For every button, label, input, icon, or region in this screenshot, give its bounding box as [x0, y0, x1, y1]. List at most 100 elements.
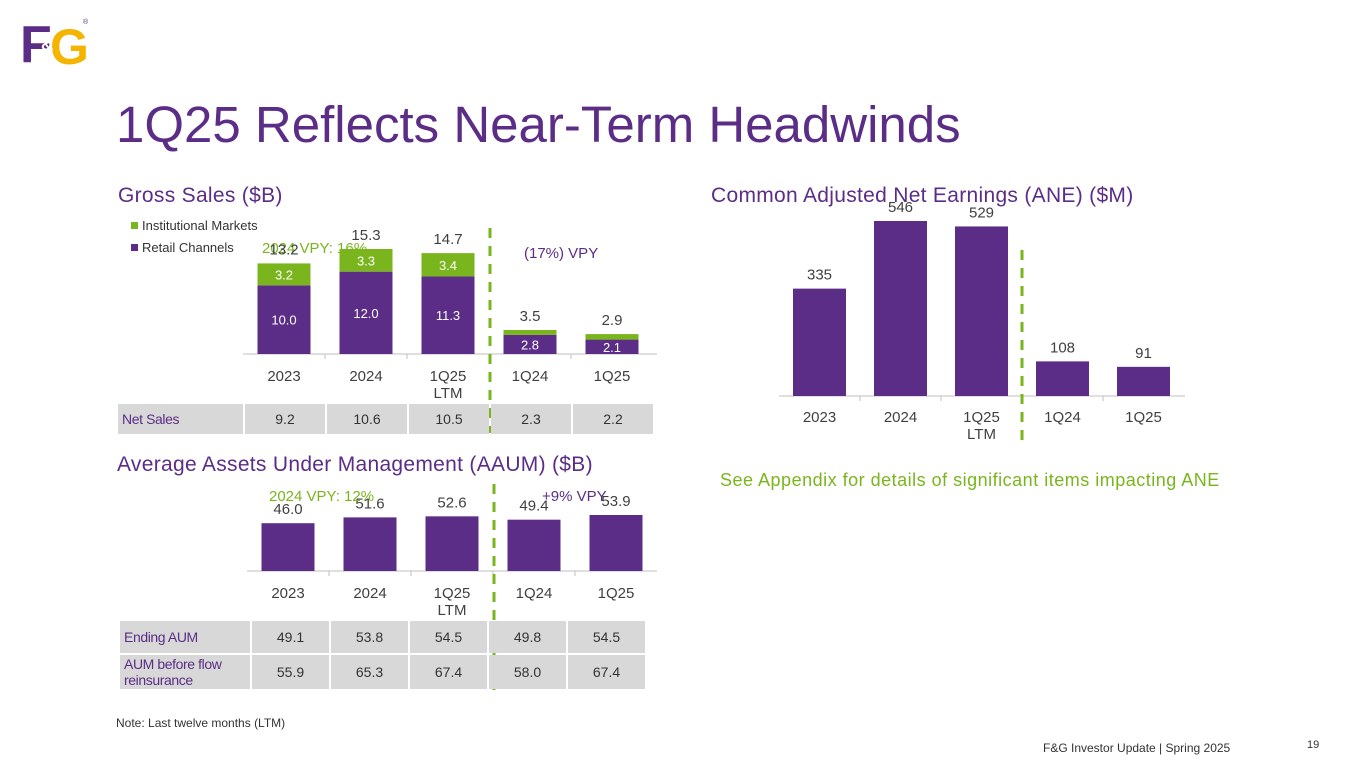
gross_sales-tick-label: 2023	[267, 368, 300, 385]
aaum-bar-aaum	[261, 523, 315, 571]
gross_sales-tick-label: 2024	[349, 368, 382, 385]
ane-value-label: 546	[888, 199, 913, 216]
aaum-chart: 202346.0202451.61Q25LTM52.61Q2449.41Q255…	[247, 493, 657, 619]
gross_sales-segment-label: 2.1	[603, 340, 621, 355]
gross_sales-value-label: 14.7	[433, 231, 462, 248]
ane-bar-ane	[1036, 361, 1089, 396]
gross_sales-segment-label: 10.0	[271, 313, 296, 328]
gross_sales-value-label: 2.9	[602, 312, 623, 329]
ane-tick-label: 1Q24	[1044, 409, 1081, 426]
ane-bar-ane	[1117, 366, 1170, 396]
aaum-value-label: 49.4	[519, 498, 548, 515]
aaum-bar-aaum	[425, 516, 479, 571]
aum-before-reinsurance-cell: 67.4	[568, 655, 645, 689]
aaum-value-label: 53.9	[601, 493, 630, 510]
aum-before-reinsurance-label-line2: reinsurance	[124, 672, 193, 688]
ending-aum-cell: 49.8	[489, 621, 566, 653]
ane-bar-ane	[874, 221, 927, 396]
net-sales-cell: 10.6	[327, 404, 407, 434]
logo-f: F	[20, 16, 52, 68]
ane-bar-ane	[793, 288, 846, 396]
aaum-value-label: 52.6	[437, 494, 466, 511]
gross_sales-segment-label: 12.0	[353, 306, 378, 321]
ane-heading: Common Adjusted Net Earnings (ANE) ($M)	[711, 184, 1134, 207]
aum-table: Ending AUM 49.1 53.8 54.5 49.8 54.5 AUM …	[118, 619, 647, 691]
gross_sales-value-label: 13.2	[269, 241, 298, 258]
net-sales-table: Net Sales 9.2 10.6 10.5 2.3 2.2	[116, 402, 655, 436]
ending-aum-cell: 53.8	[331, 621, 408, 653]
page-title: 1Q25 Reflects Near-Term Headwinds	[116, 96, 961, 153]
gross-sales-heading: Gross Sales ($B)	[118, 184, 283, 207]
legend-swatch-purple	[131, 244, 138, 251]
gross_sales-bar-institutional-markets	[257, 263, 311, 286]
aaum-value-label: 46.0	[273, 501, 302, 518]
ane-tick-label: 2024	[884, 409, 917, 426]
gross_sales-bar-retail-channels	[421, 276, 475, 354]
gross-sales-callout-vpy: (17%) VPY	[524, 245, 599, 262]
footer: F&G Investor Update | Spring 2025	[1043, 741, 1231, 755]
gross_sales-segment-label: 3.3	[357, 253, 375, 268]
legend-swatch-green	[131, 222, 138, 229]
gross_sales-tick-label: LTM	[434, 385, 463, 402]
appendix-note: See Appendix for details of significant …	[720, 470, 1220, 490]
aum-before-reinsurance-label: AUM before flow reinsurance	[120, 655, 250, 689]
aum-before-reinsurance-cell: 67.4	[410, 655, 487, 689]
aaum-tick-label: 1Q25	[598, 585, 635, 602]
aaum-bar-aaum	[589, 515, 643, 571]
page-number: 19	[1307, 739, 1320, 751]
net-sales-label: Net Sales	[118, 404, 243, 434]
gross_sales-segment-label: 3.2	[275, 267, 293, 282]
aum-before-reinsurance-cell: 55.9	[252, 655, 329, 689]
gross_sales-value-label: 15.3	[351, 227, 380, 244]
gross_sales-segment-label: 11.3	[436, 308, 460, 323]
gross_sales-tick-label: 1Q25	[594, 368, 631, 385]
ending-aum-row: Ending AUM 49.1 53.8 54.5 49.8 54.5	[120, 621, 645, 653]
gross_sales-value-label: 3.5	[520, 308, 541, 325]
ltm-note: Note: Last twelve months (LTM)	[116, 716, 286, 730]
aaum-callout-2024: 2024 VPY: 12%	[269, 488, 375, 505]
legend-retail-label: Retail Channels	[142, 240, 234, 255]
aaum-heading: Average Assets Under Management (AAUM) (…	[117, 453, 593, 476]
aum-before-reinsurance-cell: 58.0	[489, 655, 566, 689]
logo-registered: ®	[83, 18, 89, 26]
gross_sales-segment-label: 2.8	[521, 337, 539, 352]
net-sales-row: Net Sales 9.2 10.6 10.5 2.3 2.2	[118, 404, 653, 434]
net-sales-cell: 9.2	[245, 404, 325, 434]
net-sales-cell: 2.3	[491, 404, 571, 434]
aaum-bar-aaum	[343, 517, 397, 571]
aaum-tick-label: 1Q24	[516, 585, 553, 602]
gross_sales-bar-retail-channels	[585, 339, 639, 354]
ane-bar-ane	[955, 226, 1008, 396]
ane-tick-label: 1Q25	[963, 409, 1000, 426]
gross_sales-bar-retail-channels	[339, 271, 393, 354]
net-sales-cell: 2.2	[573, 404, 653, 434]
aaum-callout-vpy: +9% VPY	[542, 488, 607, 505]
ane-value-label: 529	[969, 204, 994, 221]
gross_sales-bar-retail-channels	[503, 334, 557, 354]
aaum-tick-label: 2023	[271, 585, 304, 602]
aum-before-reinsurance-cell: 65.3	[331, 655, 408, 689]
fg-logo: F G & ®	[20, 16, 89, 68]
ending-aum-cell: 54.5	[568, 621, 645, 653]
ending-aum-cell: 54.5	[410, 621, 487, 653]
aaum-tick-label: 1Q25	[434, 585, 471, 602]
aum-before-reinsurance-row: AUM before flow reinsurance 55.9 65.3 67.…	[120, 655, 645, 689]
aaum-tick-label: LTM	[438, 602, 467, 619]
gross_sales-bar-retail-channels	[257, 285, 311, 354]
legend-institutional-label: Institutional Markets	[142, 218, 258, 233]
logo-amp: &	[41, 35, 53, 54]
aaum-bar-aaum	[507, 519, 561, 571]
gross_sales-bar-institutional-markets	[585, 334, 639, 340]
legend-retail: Retail Channels	[131, 240, 234, 255]
legend-institutional: Institutional Markets	[131, 218, 258, 233]
ane-tick-label: 1Q25	[1125, 409, 1162, 426]
aum-before-reinsurance-label-line1: AUM before flow	[124, 656, 222, 672]
gross_sales-bar-institutional-markets	[503, 329, 557, 335]
ending-aum-cell: 49.1	[252, 621, 329, 653]
gross_sales-bar-institutional-markets	[339, 249, 393, 272]
gross_sales-segment-label: 3.4	[439, 258, 457, 273]
logo-g: G	[50, 19, 89, 68]
net-sales-cell: 10.5	[409, 404, 489, 434]
aaum-tick-label: 2024	[353, 585, 386, 602]
